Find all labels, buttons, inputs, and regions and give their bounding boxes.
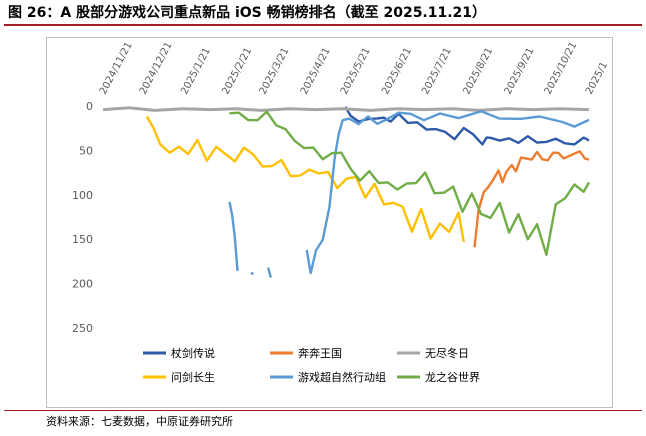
legend-label: 问剑长生 (171, 370, 215, 384)
y-tick-label: 200 (72, 278, 93, 291)
series-line (473, 150, 590, 248)
x-tick-label: 2025/3/21 (258, 46, 292, 96)
source-rule (4, 410, 642, 411)
series-line (250, 271, 254, 276)
y-tick-label: 0 (86, 100, 93, 113)
y-tick-label: 250 (72, 322, 93, 335)
legend-label: 游戏超自然行动组 (298, 370, 386, 384)
legend-label: 龙之谷世界 (425, 370, 480, 384)
series-line (102, 106, 590, 112)
source-note: 资料来源：七麦数据，中原证券研究所 (46, 415, 233, 428)
x-tick-label: 2025/4/21 (299, 46, 333, 96)
x-tick-label: 2025/9/21 (503, 46, 537, 96)
series-line (266, 267, 272, 278)
x-tick-label: 2024/12/21 (138, 40, 175, 96)
x-axis-ticks: 2024/11/21 2024/12/21 2025/1/21 2025/2/21 20… (98, 40, 610, 96)
legend-label: 无尽冬日 (425, 346, 469, 360)
series-line (229, 110, 591, 257)
legend-label: 奔奔王国 (298, 347, 342, 360)
x-tick-label: 2025/10/21 (543, 40, 580, 96)
y-tick-label: 150 (72, 233, 93, 246)
x-tick-label: 2024/11/21 (98, 40, 135, 96)
x-tick-label: 2025/5/21 (339, 46, 373, 96)
y-axis-ticks: 0 50 100 150 200 250 (72, 100, 93, 335)
figure-title: 图 26：A 股部分游戏公司重点新品 iOS 畅销榜排名（截至 2025.11.… (8, 5, 487, 21)
y-tick-label: 100 (72, 189, 93, 202)
series-line (228, 201, 239, 272)
x-tick-label: 2025/8/21 (461, 46, 495, 96)
y-tick-label: 50 (79, 144, 93, 157)
series-line (344, 106, 590, 146)
legend-label: 杖剑传说 (171, 346, 215, 360)
x-tick-label: 2025/2/21 (220, 46, 254, 96)
plot-area (102, 106, 591, 278)
series-line (145, 115, 465, 243)
x-tick-label: 2025/1 (584, 60, 610, 96)
chart-frame (46, 37, 613, 408)
x-tick-label: 2025/6/21 (380, 46, 414, 96)
series-line (305, 110, 590, 275)
title-rule (4, 24, 642, 26)
x-tick-label: 2025/7/21 (420, 46, 454, 96)
x-tick-label: 2025/1/21 (179, 46, 213, 96)
